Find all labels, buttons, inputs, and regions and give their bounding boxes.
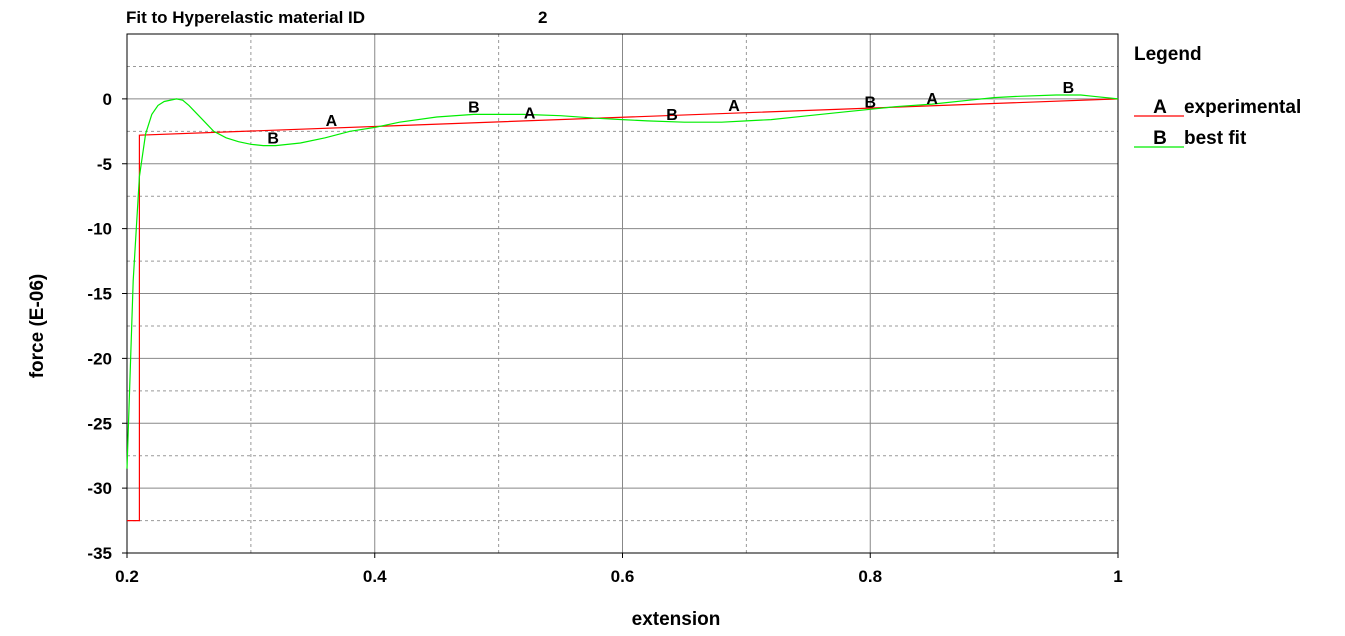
- y-axis-label: force (E-06): [27, 274, 48, 379]
- legend-marker: B: [1153, 128, 1167, 149]
- y-tick-label: -30: [87, 479, 112, 498]
- x-tick-label: 0.8: [858, 567, 882, 586]
- legend-label: experimental: [1184, 97, 1301, 118]
- legend-label: best fit: [1184, 128, 1247, 149]
- x-tick-label: 0.2: [115, 567, 139, 586]
- chart-title: Fit to Hyperelastic material ID: [126, 8, 365, 27]
- series-marker-A: A: [926, 91, 938, 108]
- series-marker-B: B: [864, 94, 876, 111]
- series-marker-A: A: [326, 113, 338, 130]
- chart-title-value: 2: [538, 8, 547, 27]
- y-tick-label: 0: [103, 90, 112, 109]
- series-marker-B: B: [267, 131, 279, 148]
- series-marker-A: A: [728, 98, 740, 115]
- series-marker-B: B: [1063, 80, 1075, 97]
- series-marker-A: A: [524, 106, 536, 123]
- series-marker-B: B: [468, 99, 480, 116]
- y-tick-label: -15: [87, 285, 112, 304]
- y-tick-label: -35: [87, 544, 112, 563]
- y-tick-label: -5: [97, 155, 112, 174]
- series-layer: [126, 94, 1119, 522]
- x-tick-label: 0.6: [611, 567, 635, 586]
- grid: [127, 34, 1118, 553]
- series-marker-B: B: [666, 107, 678, 124]
- legend-title: Legend: [1134, 44, 1202, 65]
- y-tick-label: -25: [87, 414, 112, 433]
- series-line-B: [126, 94, 1119, 469]
- series-line-A: [127, 98, 1119, 522]
- marker-layer: A A A A B B B B B: [267, 80, 1074, 148]
- y-tick-label: -10: [87, 220, 112, 239]
- x-tick-label: 1: [1113, 567, 1122, 586]
- legend-marker: A: [1153, 97, 1167, 118]
- x-tick-label: 0.4: [363, 567, 387, 586]
- y-tick-label: -20: [87, 349, 112, 368]
- x-axis-label: extension: [632, 609, 721, 630]
- ticks: 0.2 0.4 0.6 0.8 1 0 -5 -10 -15 -20 -25 -30 -35: [87, 90, 1122, 586]
